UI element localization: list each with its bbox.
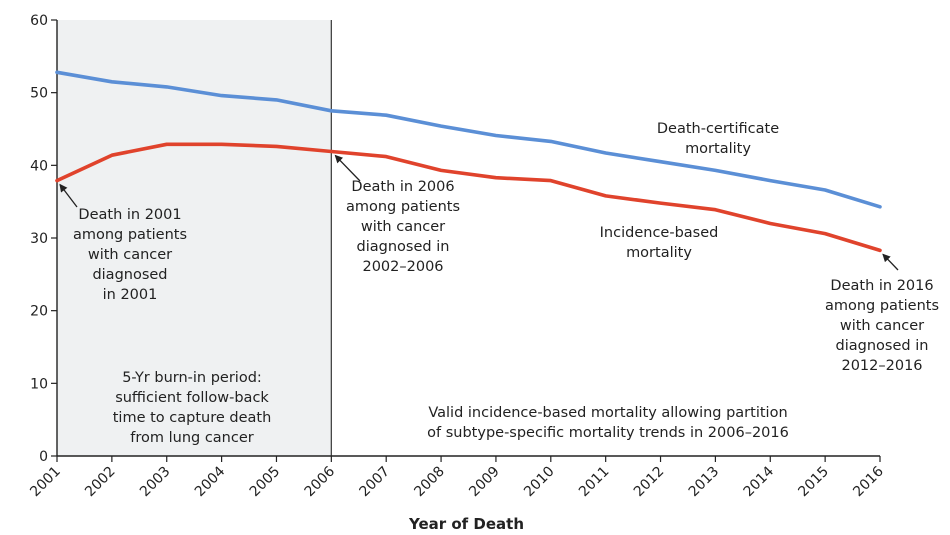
death-2016-annotation-line: among patients bbox=[825, 298, 939, 314]
x-tick-label: 2001 bbox=[27, 464, 64, 501]
death-2016-annotation-line: diagnosed in bbox=[836, 338, 929, 354]
death-2001-annotation-line: diagnosed bbox=[92, 267, 167, 283]
death-2016-annotation-line: with cancer bbox=[840, 318, 924, 334]
death-2001-annotation: Death in 2001 among patients with cancer di… bbox=[73, 207, 187, 303]
valid-period-label: Valid incidence-based mortality allowing… bbox=[427, 405, 789, 441]
death-2001-arrow bbox=[59, 183, 78, 208]
y-tick-label: 50 bbox=[30, 86, 48, 102]
death-2001-annotation-line: with cancer bbox=[88, 247, 172, 263]
incidence-based-label-line: mortality bbox=[626, 245, 692, 261]
y-tick-label: 30 bbox=[30, 231, 48, 247]
death-2006-arrow bbox=[334, 154, 361, 182]
death-2006-annotation-line: Death in 2006 bbox=[351, 179, 454, 195]
y-tick-label: 40 bbox=[30, 158, 48, 174]
x-tick-label: 2011 bbox=[576, 464, 613, 501]
death-2016-annotation-line: Death in 2016 bbox=[830, 278, 933, 294]
incidence-based-label-line: Incidence-based bbox=[600, 225, 719, 241]
x-tick-label: 2006 bbox=[302, 463, 339, 500]
y-tick-label: 60 bbox=[30, 13, 48, 29]
burn-in-period-label-line: 5-Yr burn-in period: bbox=[122, 370, 262, 386]
death-2016-annotation-line: 2012–2016 bbox=[841, 358, 922, 374]
x-tick-label: 2005 bbox=[247, 464, 284, 501]
y-tick-label: 20 bbox=[30, 304, 48, 320]
x-tick-label: 2004 bbox=[192, 463, 229, 500]
burn-in-period-label: 5-Yr burn-in period: sufficient follow-ba… bbox=[113, 370, 272, 446]
death-2006-annotation-line: diagnosed in bbox=[357, 239, 450, 255]
burn-in-period-label-line: sufficient follow-back bbox=[115, 390, 269, 406]
valid-period-label-line: of subtype-specific mortality trends in … bbox=[427, 425, 789, 441]
death-certificate-series-line bbox=[55, 70, 882, 209]
y-tick-label: 0 bbox=[39, 449, 48, 465]
death-2006-annotation-line: 2002–2006 bbox=[362, 259, 443, 275]
x-tick-label: 2007 bbox=[357, 464, 394, 501]
y-tick-label: 10 bbox=[30, 376, 48, 392]
x-tick-label: 2012 bbox=[631, 464, 668, 501]
valid-period-label-line: Valid incidence-based mortality allowing… bbox=[428, 405, 787, 421]
burn-in-period-label-line: time to capture death bbox=[113, 410, 272, 426]
x-tick-label: 2010 bbox=[521, 464, 558, 501]
incidence-based-label: Incidence-based mortality bbox=[600, 225, 719, 261]
x-tick-label: 2016 bbox=[850, 463, 887, 500]
death-certificate-label-line: Death-certificate bbox=[657, 121, 779, 137]
death-2006-annotation-line: among patients bbox=[346, 199, 460, 215]
x-axis-title: Year of Death bbox=[408, 515, 524, 533]
death-2006-annotation: Death in 2006 among patients with cancer di… bbox=[346, 179, 460, 275]
death-2001-annotation-line: Death in 2001 bbox=[78, 207, 181, 223]
death-2001-annotation-line: among patients bbox=[73, 227, 187, 243]
x-tick-label: 2002 bbox=[82, 464, 119, 501]
x-tick-label: 2014 bbox=[741, 463, 778, 500]
x-tick-label: 2009 bbox=[466, 464, 503, 501]
x-tick-label: 2013 bbox=[686, 464, 723, 501]
death-certificate-label-line: mortality bbox=[685, 141, 751, 157]
burn-in-period-label-line: from lung cancer bbox=[130, 430, 254, 446]
death-2016-annotation: Death in 2016 among patients with cancer di… bbox=[825, 278, 939, 374]
x-tick-label: 2008 bbox=[411, 464, 448, 501]
x-tick-label: 2003 bbox=[137, 464, 174, 501]
incidence-based-series-line bbox=[55, 142, 882, 253]
death-2016-arrow bbox=[882, 253, 899, 271]
death-2006-annotation-line: with cancer bbox=[361, 219, 445, 235]
death-certificate-label: Death-certificate mortality bbox=[657, 121, 779, 157]
x-tick-label: 2015 bbox=[795, 464, 832, 501]
death-2001-annotation-line: in 2001 bbox=[103, 287, 158, 303]
